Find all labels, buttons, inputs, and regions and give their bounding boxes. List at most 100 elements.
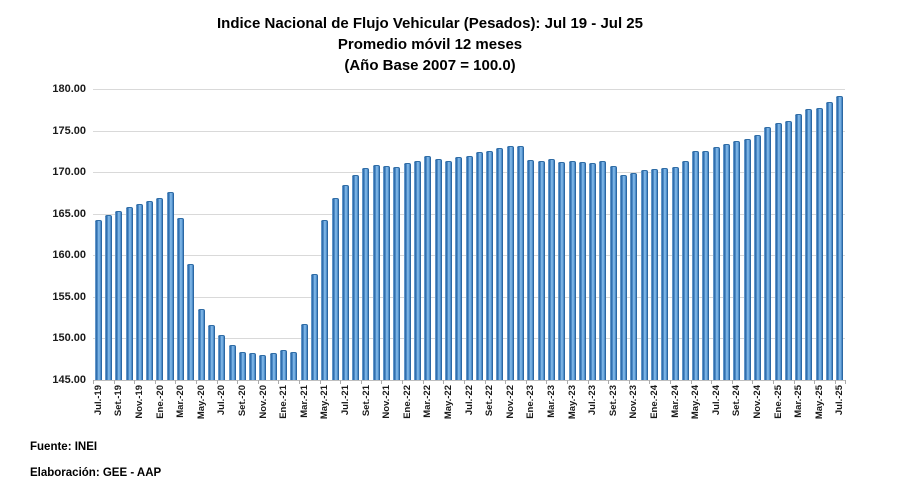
- bar: [300, 324, 308, 380]
- bar: [177, 217, 185, 380]
- bar: [383, 165, 391, 380]
- bar: [774, 123, 782, 380]
- x-axis-tick: [752, 380, 754, 384]
- bar: [475, 152, 483, 380]
- x-axis-tick: [93, 380, 94, 384]
- x-tick-label: Ene.-20: [154, 385, 166, 419]
- bar: [156, 197, 164, 380]
- bar: [104, 215, 112, 380]
- x-axis-tick: [299, 380, 300, 384]
- bar: [671, 167, 679, 380]
- x-tick-label: Mar.-25: [793, 385, 805, 418]
- x-tick-label: May.-20: [195, 385, 207, 420]
- bar: [640, 170, 648, 380]
- y-tick-label: 175.00: [52, 124, 86, 137]
- bar: [815, 108, 823, 380]
- x-axis-tick: [216, 380, 218, 384]
- bar: [444, 160, 452, 380]
- x-tick-label: Mar.-24: [669, 385, 681, 418]
- bar: [578, 162, 586, 380]
- bar: [599, 161, 607, 380]
- x-tick-label: Jul.-25: [834, 385, 846, 416]
- bar: [207, 325, 215, 380]
- bar: [94, 219, 102, 380]
- x-axis-tick: [278, 380, 280, 384]
- y-tick-label: 170.00: [52, 166, 86, 179]
- x-tick-label: Set.-24: [731, 385, 743, 417]
- bar: [733, 141, 741, 380]
- bar: [712, 147, 720, 380]
- x-axis-tick: [422, 380, 424, 384]
- chart-title: Indice Nacional de Flujo Vehicular (Pesa…: [0, 13, 860, 76]
- bar: [558, 162, 566, 380]
- x-tick-label: Ene.-25: [772, 385, 784, 419]
- bar: [702, 151, 710, 380]
- bar: [352, 174, 360, 380]
- x-axis-tick: [463, 380, 465, 384]
- bar: [413, 160, 421, 380]
- x-axis-tick: [196, 380, 197, 384]
- y-tick-label: 145.00: [52, 374, 86, 386]
- x-tick-label: Jul.-21: [339, 385, 351, 416]
- bar: [692, 151, 700, 380]
- x-tick-label: Nov.-23: [628, 385, 640, 419]
- bar: [228, 345, 236, 380]
- bar: [187, 264, 195, 380]
- x-axis-tick: [669, 380, 671, 384]
- gridline: [93, 380, 845, 381]
- bar: [465, 155, 473, 380]
- x-tick-label: Set.-20: [236, 385, 248, 417]
- chart-title-line3: (Año Base 2007 = 100.0): [344, 57, 516, 74]
- x-axis-tick: [525, 380, 527, 384]
- x-tick-label: Mar.-23: [545, 385, 557, 418]
- bar: [486, 150, 494, 380]
- gridline: [93, 89, 845, 90]
- bar: [125, 207, 133, 380]
- y-tick-label: 150.00: [52, 332, 86, 345]
- x-tick-label: Set.-19: [113, 385, 125, 417]
- x-tick-label: Set.-21: [360, 385, 372, 417]
- bar: [681, 160, 689, 380]
- x-axis-tick: [381, 380, 383, 384]
- x-tick-label: May.-22: [442, 385, 454, 420]
- x-axis-tick: [237, 380, 239, 384]
- bar: [826, 102, 834, 380]
- bar: [743, 138, 751, 380]
- x-axis-tick: [340, 380, 342, 384]
- x-tick-label: Nov.-21: [381, 385, 393, 419]
- x-tick-label: May.-21: [319, 385, 331, 420]
- x-axis-tick: [793, 380, 795, 384]
- x-tick-label: Mar.-22: [422, 385, 434, 418]
- bar: [269, 352, 277, 380]
- x-axis-tick: [257, 380, 259, 384]
- bar: [517, 146, 524, 380]
- bar: [135, 203, 143, 380]
- bar: [723, 143, 731, 380]
- bar: [795, 113, 803, 380]
- x-tick-label: Jul.-20: [216, 385, 228, 416]
- x-axis-tick: [566, 380, 568, 384]
- bar: [661, 168, 669, 380]
- x-tick-label: Ene.-22: [401, 385, 413, 419]
- x-tick-label: Ene.-24: [648, 385, 660, 419]
- bar: [393, 167, 401, 380]
- x-axis-tick: [690, 380, 692, 384]
- x-axis-tick: [845, 380, 846, 384]
- bar: [836, 96, 844, 380]
- x-tick-label: Set.-23: [607, 385, 619, 417]
- bar: [753, 134, 761, 380]
- x-tick-label: Jul.-23: [587, 385, 599, 416]
- x-tick-label: Mar.-21: [298, 385, 310, 418]
- bar: [372, 164, 380, 380]
- x-tick-label: Nov.-22: [504, 385, 516, 419]
- bar: [424, 155, 432, 380]
- bar: [506, 146, 514, 380]
- x-tick-label: Ene.-21: [278, 385, 290, 419]
- x-tick-label: Nov.-24: [751, 385, 763, 419]
- x-axis-tick: [772, 380, 774, 384]
- bar: [620, 174, 628, 380]
- bar: [362, 168, 370, 380]
- bar: [650, 168, 658, 380]
- bar: [805, 108, 813, 380]
- bar: [115, 211, 123, 380]
